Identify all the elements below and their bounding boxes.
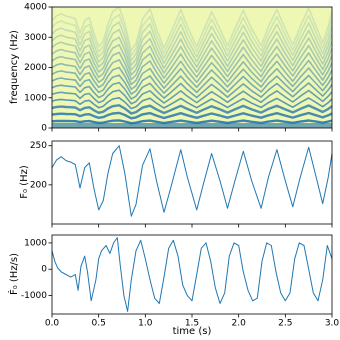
- y-tick-label: 1000: [24, 238, 47, 248]
- harmonic: [52, 81, 332, 100]
- x-tick-label: 1.5: [185, 319, 199, 329]
- y-tick-label: 0: [41, 124, 47, 134]
- x-tick-label: 2.0: [232, 319, 247, 329]
- y-axis-label: F₀ (Hz): [19, 165, 30, 199]
- x-tick-label: 2.5: [278, 319, 292, 329]
- y-tick-label: 4000: [24, 3, 47, 13]
- y-tick-label: 200: [30, 180, 47, 190]
- y-tick-label: 0: [41, 265, 47, 275]
- low-band: [52, 123, 332, 128]
- harmonic: [52, 51, 332, 81]
- spectrogram: [52, 7, 332, 128]
- x-tick-label: 3.0: [325, 319, 340, 329]
- harmonic: [52, 21, 332, 62]
- data-line: [51, 145, 333, 217]
- y-tick-label: 2000: [24, 63, 47, 73]
- harmonic: [52, 119, 332, 125]
- y-tick-label: -1000: [21, 291, 47, 301]
- y-axis-label: frequency (Hz): [9, 30, 20, 104]
- harmonic: [52, 111, 332, 120]
- y-tick-label: 3000: [24, 33, 47, 43]
- axes-frame: [51, 140, 333, 225]
- x-tick-label: 1.0: [138, 319, 153, 329]
- harmonic: [52, 36, 332, 71]
- harmonic: [52, 97, 332, 110]
- y-tick-label: 250: [30, 141, 47, 151]
- harmonic: [52, 74, 332, 95]
- x-axis-label: time (s): [173, 326, 212, 337]
- harmonic: [52, 89, 332, 105]
- y-tick-label: 1000: [24, 93, 47, 103]
- x-tick-label: 0.5: [92, 319, 106, 329]
- x-tick-label: 0.0: [45, 319, 60, 329]
- harmonic: [52, 28, 332, 66]
- data-line: [51, 237, 333, 312]
- harmonic: [52, 59, 332, 86]
- harmonic: [52, 7, 332, 52]
- harmonic: [52, 43, 332, 76]
- y-axis-label: Ḟ₀ (Hz/s): [7, 253, 20, 295]
- harmonic: [52, 66, 332, 91]
- axes-frame: [51, 234, 333, 315]
- harmonic: [52, 104, 332, 115]
- harmonic: [52, 13, 332, 57]
